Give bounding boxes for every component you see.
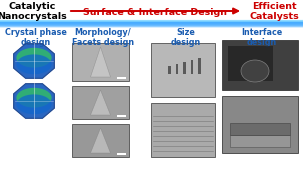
- Text: Morphology/
Facets design: Morphology/ Facets design: [72, 28, 134, 47]
- Bar: [230, 135, 290, 147]
- Polygon shape: [91, 47, 111, 77]
- Text: Surface & Interface Design: Surface & Interface Design: [83, 8, 227, 17]
- Polygon shape: [14, 84, 54, 118]
- Bar: [230, 123, 290, 135]
- Ellipse shape: [16, 54, 52, 74]
- Bar: [72, 124, 129, 157]
- Bar: [72, 86, 129, 119]
- Bar: [117, 115, 126, 117]
- Text: Crystal phase
design: Crystal phase design: [5, 28, 67, 47]
- Ellipse shape: [241, 60, 269, 82]
- Bar: [72, 43, 129, 81]
- Bar: [175, 64, 178, 74]
- Bar: [151, 43, 215, 97]
- Ellipse shape: [16, 88, 52, 108]
- Text: Efficient
Catalysts: Efficient Catalysts: [249, 2, 299, 21]
- Bar: [222, 40, 298, 90]
- Ellipse shape: [16, 94, 52, 114]
- Bar: [228, 46, 273, 81]
- Text: Catalytic
Nanocrystals: Catalytic Nanocrystals: [0, 2, 67, 21]
- Bar: [168, 66, 171, 74]
- Bar: [183, 62, 185, 74]
- Bar: [117, 153, 126, 155]
- Bar: [222, 96, 298, 153]
- Bar: [117, 77, 126, 79]
- Text: Interface
design: Interface design: [241, 28, 283, 47]
- Polygon shape: [14, 44, 54, 78]
- Ellipse shape: [16, 48, 52, 68]
- Bar: [198, 58, 201, 74]
- Bar: [191, 60, 193, 74]
- Polygon shape: [91, 90, 111, 115]
- Text: Size
design: Size design: [171, 28, 201, 47]
- Polygon shape: [91, 128, 111, 153]
- Bar: [151, 103, 215, 157]
